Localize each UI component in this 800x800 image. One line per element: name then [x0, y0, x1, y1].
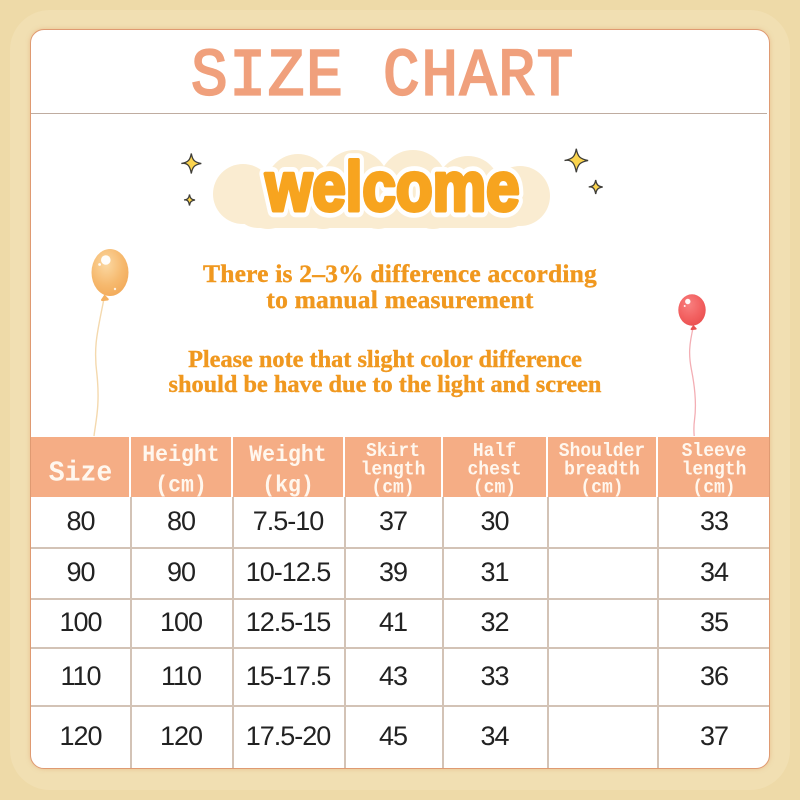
svg-text:welcome: welcome — [264, 148, 519, 226]
svg-text:welcome: welcome — [264, 148, 519, 226]
